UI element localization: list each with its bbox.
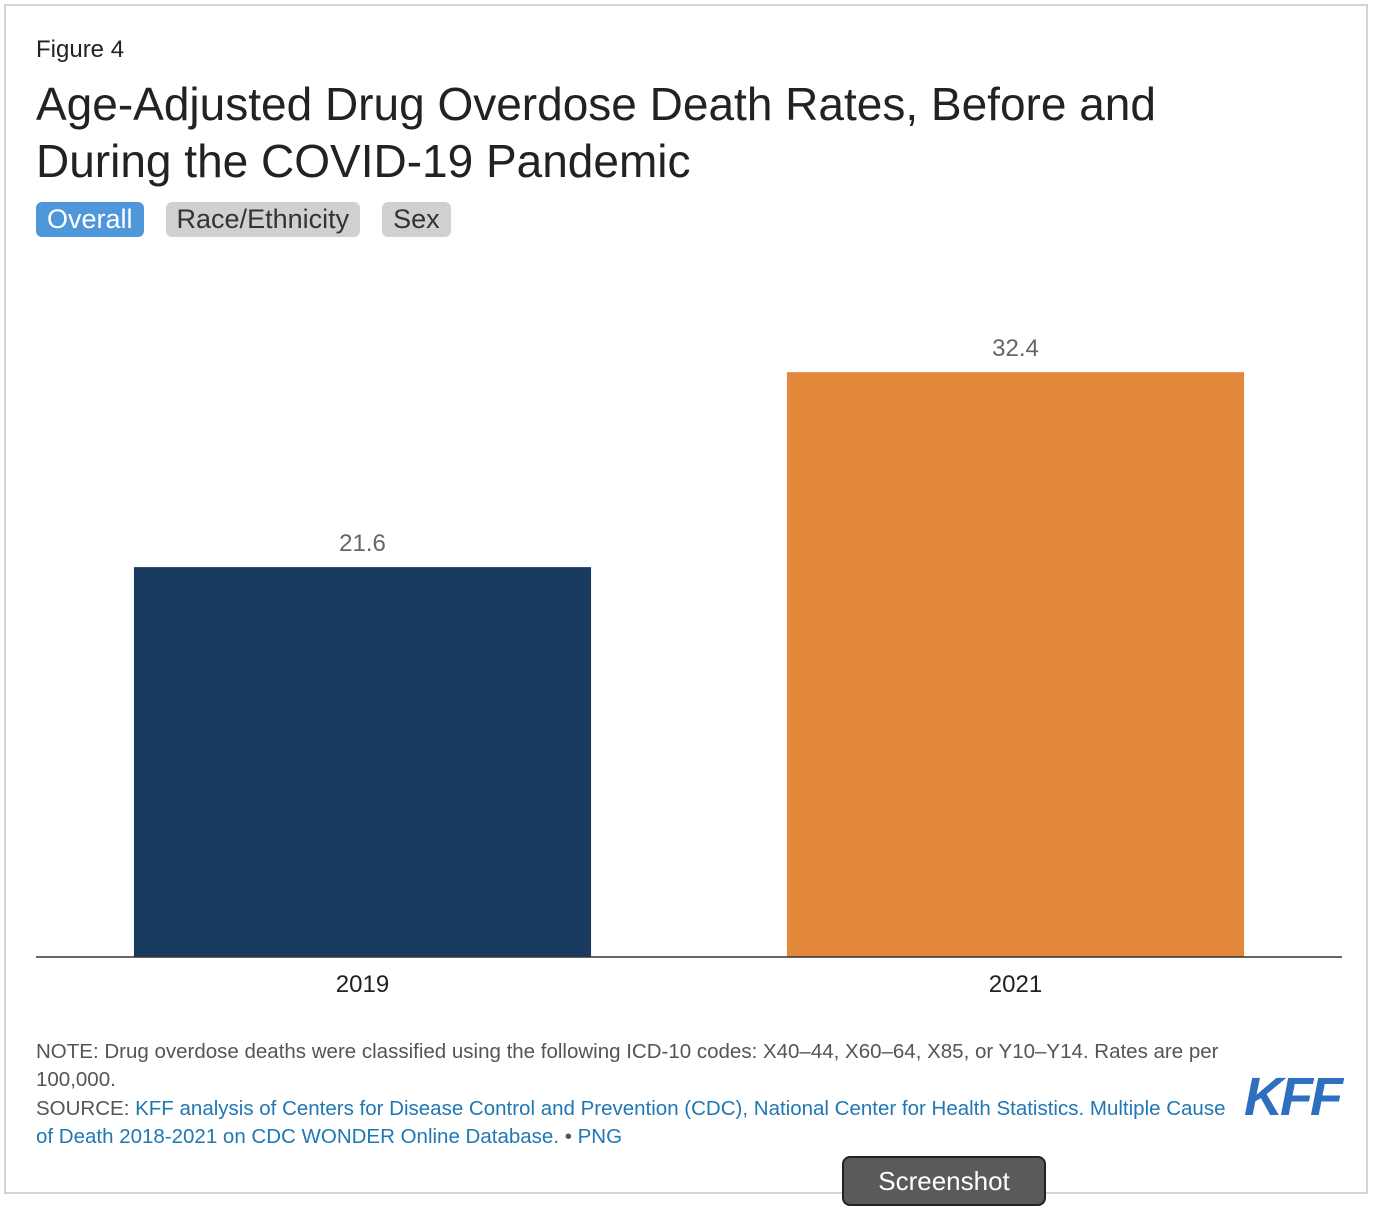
value-label-2021: 32.4 <box>992 335 1039 362</box>
kff-logo: KFF <box>1244 1067 1343 1127</box>
png-link[interactable]: PNG <box>577 1125 623 1148</box>
bar-chart: 21.6 2019 32.4 2021 <box>36 335 1342 998</box>
figure-label: Figure 4 <box>36 36 125 63</box>
screenshot-button[interactable]: Screenshot <box>842 1156 1046 1206</box>
tab-race-ethnicity[interactable]: Race/Ethnicity <box>165 202 361 237</box>
chart-title: Age-Adjusted Drug Overdose Death Rates, … <box>36 78 1156 187</box>
chart-note: NOTE: Drug overdose deaths were classifi… <box>36 1040 1219 1091</box>
source-prefix: SOURCE: <box>36 1097 136 1120</box>
x-tick-label-2019: 2019 <box>336 971 389 998</box>
bar-2021 <box>786 372 1245 957</box>
x-tick-label-2021: 2021 <box>989 971 1042 998</box>
tab-overall[interactable]: Overall <box>36 202 144 237</box>
source-separator: • <box>559 1125 578 1148</box>
bars-layer: 21.6 2019 32.4 2021 <box>133 335 1245 998</box>
tab-bar: Overall Race/Ethnicity Sex <box>36 202 451 237</box>
source-link[interactable]: KFF analysis of Centers for Disease Cont… <box>36 1097 1226 1148</box>
bar-2019 <box>133 567 592 957</box>
value-label-2019: 21.6 <box>339 530 386 557</box>
tab-sex[interactable]: Sex <box>382 202 451 237</box>
chart-source: SOURCE: KFF analysis of Centers for Dise… <box>36 1095 1246 1151</box>
